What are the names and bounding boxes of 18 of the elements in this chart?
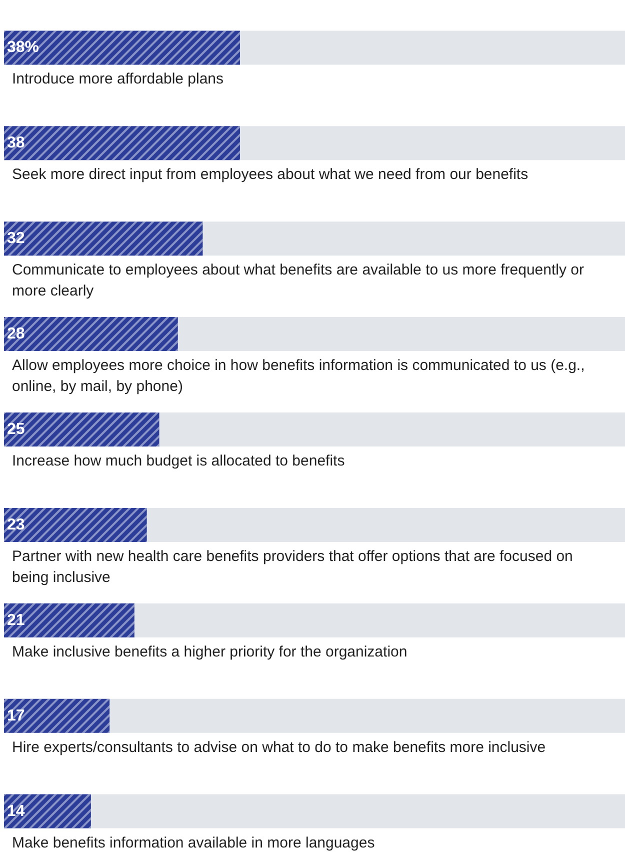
y-tick-label: Increase how much budget is allocated to benefits bbox=[12, 452, 345, 470]
y-tick-label: Make inclusive benefits a higher priority for the organization bbox=[12, 643, 408, 660]
data-label: 38% bbox=[7, 39, 40, 56]
y-tick-label: Introduce more affordable plans bbox=[12, 70, 224, 88]
data-label: 23 bbox=[7, 516, 25, 534]
data-label: 28 bbox=[7, 326, 25, 343]
y-tick-label: Make benefits information available in more languages bbox=[12, 834, 375, 852]
data-label: 21 bbox=[7, 612, 25, 629]
data-label: 32 bbox=[7, 230, 25, 248]
y-tick-label: Partner with new health care benefits providers that offer options that are focused on being inclusive bbox=[12, 548, 578, 586]
data-label: 17 bbox=[7, 707, 25, 724]
y-tick-label: Communicate to employees about what benefits are available to us more frequently or more clearly bbox=[12, 262, 588, 300]
y-tick-label: Allow employees more choice in how benefits information is communicated to us (e.g., online, by mail, by phone) bbox=[12, 357, 589, 396]
y-tick-label: Hire experts/consultants to advise on what to do to make benefits more inclusive bbox=[12, 738, 546, 756]
data-label: 38 bbox=[7, 134, 25, 152]
y-tick-label: Seek more direct input from employees about what we need from our benefits bbox=[12, 166, 528, 184]
data-label: 14 bbox=[7, 802, 25, 820]
data-label: 25 bbox=[7, 421, 25, 438]
